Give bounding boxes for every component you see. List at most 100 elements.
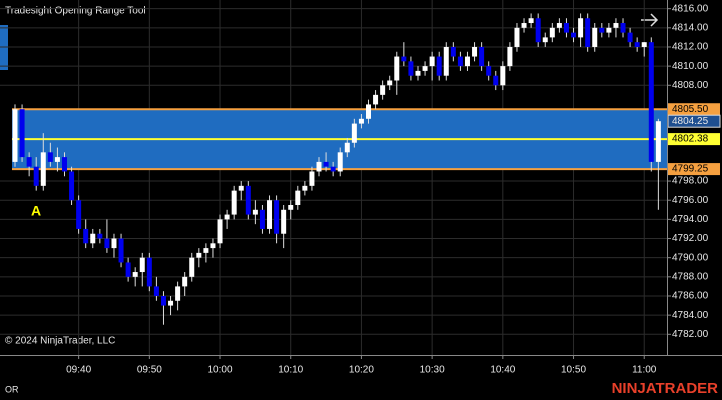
candle-body: [422, 66, 428, 71]
candle-body: [26, 157, 32, 167]
scroll-arrow[interactable]: [641, 13, 659, 27]
y-tick-label: 4814.00: [672, 22, 709, 33]
candle-body: [61, 157, 67, 172]
copyright: © 2024 NinjaTrader, LLC: [5, 336, 115, 347]
candle-body: [627, 32, 633, 43]
candle-body: [97, 233, 103, 239]
candle-body: [337, 152, 343, 172]
x-tick-label: 11:00: [632, 365, 657, 376]
candle-body: [563, 23, 569, 33]
candle-body: [507, 46, 513, 67]
candle-body: [634, 42, 640, 47]
candle-body: [528, 18, 534, 24]
candle-body: [224, 214, 230, 220]
y-tick-label: 4786.00: [672, 291, 709, 302]
candle-body: [592, 27, 598, 47]
y-tick-label: 4808.00: [672, 80, 709, 91]
candle-body: [168, 300, 174, 306]
x-tick-label: 10:40: [490, 365, 515, 376]
candle-body: [118, 238, 124, 263]
candle-body: [620, 23, 626, 33]
candle-body: [521, 23, 527, 28]
y-tick-label: 4810.00: [672, 61, 709, 72]
y-tick-label: 4788.00: [672, 271, 709, 282]
candle-body: [111, 238, 117, 249]
footer-label: OR: [5, 384, 19, 394]
candle-body: [245, 185, 251, 215]
candle-body: [104, 238, 110, 249]
candle-body: [40, 152, 46, 186]
last-price-label: 4804.25: [672, 116, 709, 127]
candle-body: [323, 161, 329, 167]
candle-body: [464, 56, 470, 67]
candle-body: [408, 61, 414, 76]
x-tick-label: 10:20: [349, 365, 374, 376]
candle-body: [288, 205, 294, 210]
candle-body: [514, 27, 520, 47]
candle-body: [309, 171, 315, 186]
y-tick-label: 4790.00: [672, 252, 709, 263]
candle-body: [599, 27, 605, 33]
y-tick-label: 4798.00: [672, 176, 709, 187]
candle-body: [316, 161, 322, 172]
candle-body: [19, 109, 25, 158]
candle-body: [54, 157, 60, 162]
candle-body: [429, 56, 435, 67]
y-tick-label: 4794.00: [672, 214, 709, 225]
annotation: A: [31, 203, 41, 219]
candle-body: [500, 66, 506, 86]
y-tick-label: 4796.00: [672, 195, 709, 206]
candle-body: [479, 46, 485, 67]
candle-body: [401, 56, 407, 62]
candle-body: [160, 295, 166, 306]
candle-body: [394, 56, 400, 81]
candle-body: [47, 152, 53, 162]
candle-body: [125, 262, 131, 277]
candle-body: [302, 185, 308, 191]
candle-body: [83, 228, 89, 244]
candle-body: [373, 94, 379, 105]
candle-body: [69, 171, 75, 201]
side-tab[interactable]: [0, 25, 8, 70]
candle-body: [450, 46, 456, 57]
y-tick-label: 4784.00: [672, 310, 709, 321]
candle-body: [146, 257, 152, 287]
x-tick-label: 09:40: [66, 365, 91, 376]
candle-body: [175, 286, 181, 301]
price-marker-label: 4802.38: [672, 134, 709, 145]
candle-body: [556, 23, 562, 28]
candle-body: [12, 109, 18, 162]
candle-body: [542, 37, 548, 43]
candle-body: [443, 46, 449, 76]
candle-body: [535, 18, 541, 43]
candle-body: [267, 200, 273, 229]
candle-body: [648, 42, 654, 162]
price-marker: [668, 163, 720, 176]
y-tick-label: 4812.00: [672, 42, 709, 53]
candle-body: [252, 209, 258, 215]
y-tick-label: 4792.00: [672, 233, 709, 244]
candle-body: [457, 56, 463, 67]
candle-body: [330, 166, 336, 172]
candle-body: [132, 272, 138, 277]
x-tick-label: 09:50: [137, 365, 162, 376]
candle-body: [281, 209, 287, 234]
price-marker: [668, 133, 720, 146]
candle-body: [351, 123, 357, 143]
candle-body: [274, 200, 280, 234]
candle-body: [189, 257, 195, 277]
brand-logo: NINJATRADER: [612, 380, 719, 397]
candle-body: [585, 18, 591, 47]
candle-body: [486, 66, 492, 76]
candle-body: [578, 18, 584, 38]
candle-body: [571, 32, 577, 38]
candle-body: [76, 200, 82, 229]
candle-body: [238, 185, 244, 191]
y-tick-label: 4816.00: [672, 3, 709, 14]
chart-title: Tradesight Opening Range Tool: [5, 6, 146, 17]
candle-body: [613, 23, 619, 28]
candle-body: [217, 219, 223, 244]
candle-body: [203, 248, 209, 253]
price-marker-label: 4805.50: [672, 104, 709, 115]
candle-body: [606, 27, 612, 33]
